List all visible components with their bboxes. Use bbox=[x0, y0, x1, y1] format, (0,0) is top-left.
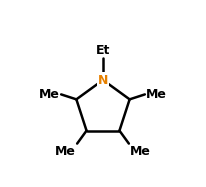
Text: N: N bbox=[97, 73, 108, 87]
Text: Me: Me bbox=[55, 145, 76, 158]
Text: Me: Me bbox=[39, 88, 60, 101]
Text: Et: Et bbox=[95, 44, 110, 57]
Text: Me: Me bbox=[129, 145, 150, 158]
Text: Me: Me bbox=[145, 88, 166, 101]
